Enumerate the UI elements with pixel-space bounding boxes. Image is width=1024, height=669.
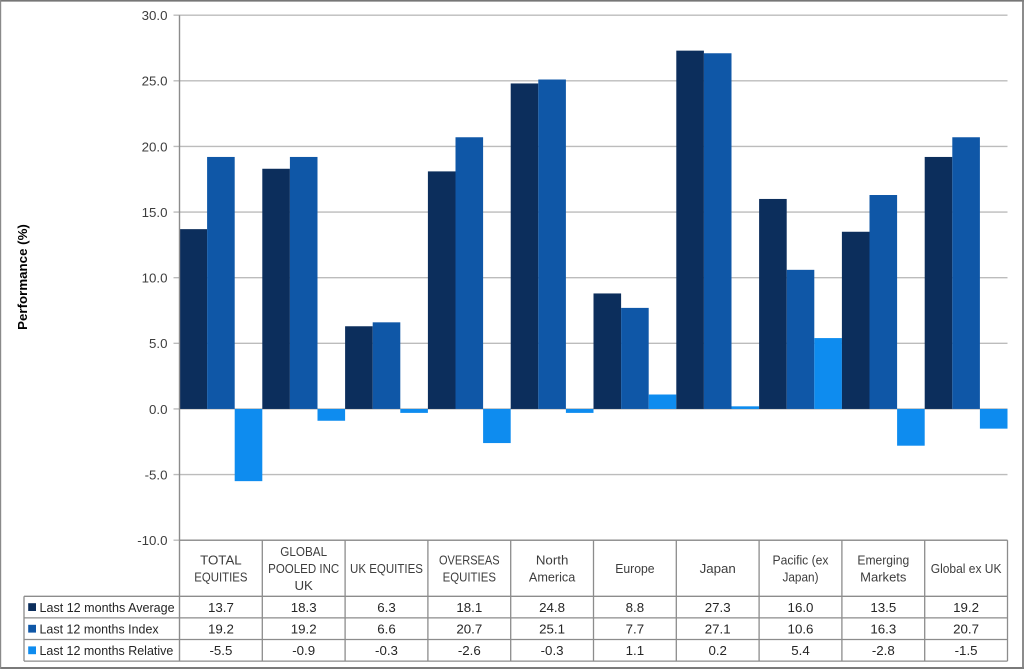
svg-text:North: North — [536, 553, 569, 568]
svg-text:5.0: 5.0 — [149, 336, 168, 351]
svg-text:18.3: 18.3 — [291, 600, 317, 615]
svg-text:GLOBAL: GLOBAL — [280, 544, 327, 559]
svg-text:13.5: 13.5 — [870, 600, 896, 615]
svg-text:16.0: 16.0 — [788, 600, 814, 615]
svg-text:UK EQUITIES: UK EQUITIES — [350, 561, 423, 576]
svg-text:Performance (%): Performance (%) — [15, 224, 30, 330]
svg-text:0.2: 0.2 — [708, 643, 727, 658]
svg-text:Markets: Markets — [860, 570, 907, 585]
svg-text:Last 12 months Average: Last 12 months Average — [40, 600, 175, 615]
svg-text:Emerging: Emerging — [857, 553, 909, 568]
svg-text:-1.5: -1.5 — [955, 643, 978, 658]
svg-text:POOLED INC: POOLED INC — [268, 561, 339, 576]
svg-text:1.1: 1.1 — [626, 643, 645, 658]
svg-text:Pacific (ex: Pacific (ex — [773, 553, 829, 568]
svg-text:-5.5: -5.5 — [209, 643, 232, 658]
svg-text:16.3: 16.3 — [870, 622, 896, 637]
svg-text:19.2: 19.2 — [953, 600, 979, 615]
svg-text:Last 12 months Relative: Last 12 months Relative — [40, 643, 174, 658]
svg-text:6.6: 6.6 — [377, 622, 396, 637]
svg-text:-2.6: -2.6 — [458, 643, 481, 658]
svg-text:25.1: 25.1 — [539, 622, 565, 637]
svg-text:Japan): Japan) — [783, 570, 819, 585]
svg-text:8.8: 8.8 — [626, 600, 645, 615]
svg-text:-0.3: -0.3 — [541, 643, 564, 658]
svg-text:America: America — [529, 570, 576, 585]
svg-text:20.0: 20.0 — [142, 139, 168, 154]
svg-text:13.7: 13.7 — [208, 600, 234, 615]
svg-text:UK: UK — [294, 578, 313, 593]
svg-text:15.0: 15.0 — [142, 205, 168, 220]
svg-text:10.0: 10.0 — [142, 271, 168, 286]
svg-text:Japan: Japan — [700, 561, 736, 576]
svg-text:OVERSEAS: OVERSEAS — [439, 553, 500, 568]
svg-text:20.7: 20.7 — [456, 622, 482, 637]
svg-text:10.6: 10.6 — [788, 622, 814, 637]
svg-text:EQUITIES: EQUITIES — [443, 570, 496, 585]
svg-text:27.3: 27.3 — [705, 600, 731, 615]
svg-text:18.1: 18.1 — [456, 600, 482, 615]
svg-text:19.2: 19.2 — [291, 622, 317, 637]
svg-text:-5.0: -5.0 — [145, 467, 168, 482]
svg-text:5.4: 5.4 — [791, 643, 810, 658]
svg-text:-0.3: -0.3 — [375, 643, 398, 658]
svg-text:-2.8: -2.8 — [872, 643, 895, 658]
svg-text:Global ex UK: Global ex UK — [931, 561, 1002, 576]
svg-text:20.7: 20.7 — [953, 622, 979, 637]
svg-text:27.1: 27.1 — [705, 622, 731, 637]
svg-text:24.8: 24.8 — [539, 600, 565, 615]
svg-text:25.0: 25.0 — [142, 74, 168, 89]
svg-text:19.2: 19.2 — [208, 622, 234, 637]
svg-text:EQUITIES: EQUITIES — [194, 570, 247, 585]
svg-text:30.0: 30.0 — [142, 8, 168, 23]
svg-text:0.0: 0.0 — [149, 402, 168, 417]
svg-text:-0.9: -0.9 — [292, 643, 315, 658]
svg-text:-10.0: -10.0 — [137, 533, 167, 548]
svg-text:TOTAL: TOTAL — [200, 553, 242, 568]
svg-text:6.3: 6.3 — [377, 600, 396, 615]
svg-text:Europe: Europe — [615, 561, 654, 576]
svg-text:Last 12 months Index: Last 12 months Index — [40, 622, 159, 637]
svg-text:7.7: 7.7 — [626, 622, 645, 637]
